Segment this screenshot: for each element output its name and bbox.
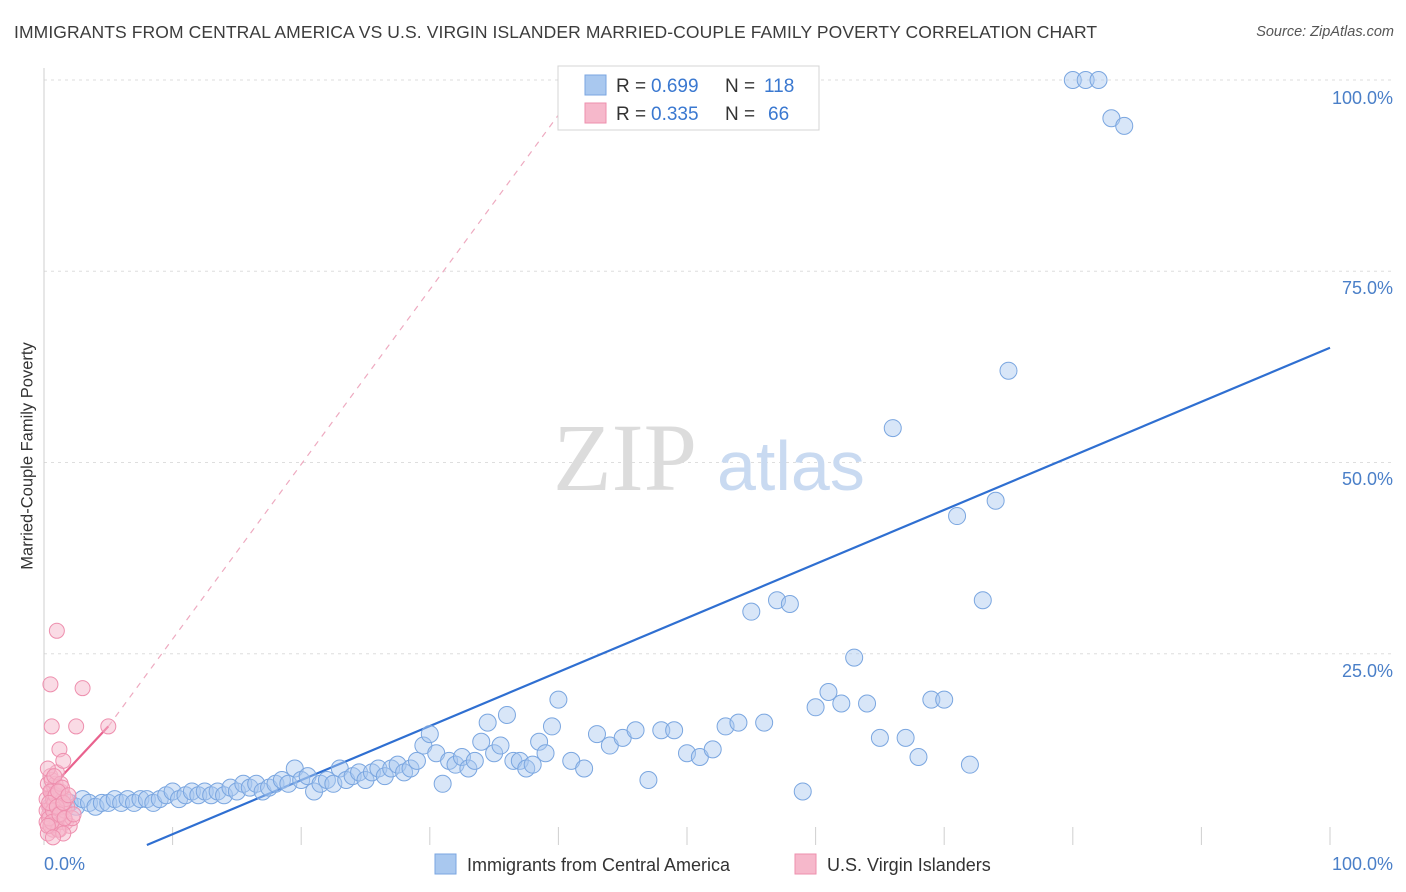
y-tick-75: 75.0% [1342,278,1393,298]
point-central-america-65 [459,759,478,778]
point-central-america-68 [478,713,497,732]
point-central-america-57 [407,751,426,770]
point-central-america-110 [948,507,967,526]
source-note: Source: ZipAtlas.com [1256,24,1394,40]
legend-r-value-blue: 0.699 [651,76,699,97]
point-central-america-71 [497,705,516,724]
point-central-america-88 [665,721,684,740]
watermark: ZIP atlas [553,404,865,511]
legend-r-label-blue: R = [616,76,646,97]
point-central-america-59 [420,725,439,744]
point-central-america-69 [485,744,504,763]
point-central-america-99 [806,698,825,717]
point-virgin-islanders-52 [42,676,59,693]
point-virgin-islanders-56 [74,680,91,697]
point-virgin-islanders-65 [65,806,82,823]
legend-n-value-pink: 66 [768,104,789,125]
x-tick-max: 100.0% [1332,854,1393,874]
point-central-america-61 [433,774,452,793]
point-central-america-101 [832,694,851,713]
point-central-america-75 [523,755,542,774]
legend-r-label-pink: R = [616,104,646,125]
watermark-zip: ZIP [553,404,697,511]
legend-swatch-pink [584,102,607,124]
legend-n-label-pink: N = [725,104,755,125]
series-legend-swatch-pink [794,853,817,875]
point-virgin-islanders-53 [48,622,65,639]
point-central-america-117 [1089,71,1108,89]
point-central-america-95 [755,713,774,732]
point-central-america-115 [1063,71,1082,89]
point-central-america-104 [870,728,889,747]
point-central-america-97 [780,595,799,614]
tick-labels: 0.0% 100.0% 25.0% 50.0% 75.0% 100.0% [44,88,1393,874]
series-legend-label-pink: U.S. Virgin Islanders [827,855,991,875]
point-central-america-100 [819,683,838,701]
series-virgin-islanders-points [38,622,117,846]
point-central-america-114 [999,361,1018,380]
point-central-america-94 [742,602,761,621]
point-central-america-81 [575,759,594,778]
point-central-america-86 [639,770,658,789]
point-central-america-93 [729,713,748,732]
x-tick-min: 0.0% [44,854,85,874]
point-central-america-79 [549,690,568,709]
point-central-america-106 [896,728,915,747]
point-central-america-108 [922,690,941,709]
point-central-america-41 [305,782,324,801]
point-central-america-113 [986,491,1005,510]
point-central-america-82 [587,725,606,744]
point-central-america-76 [530,732,549,751]
point-central-america-56 [401,759,420,778]
point-central-america-112 [973,591,992,610]
stats-legend: R = 0.699 N = 118 R = 0.335 N = 66 [557,65,820,131]
point-virgin-islanders-61 [45,829,62,846]
point-central-america-67 [472,732,491,751]
point-central-america-78 [542,717,561,736]
point-central-america-102 [845,648,864,667]
legend-n-label-blue: N = [725,76,755,97]
watermark-atlas: atlas [717,427,865,505]
point-central-america-105 [883,419,902,438]
chart-title: IMMIGRANTS FROM CENTRAL AMERICA VS U.S. … [14,22,1098,42]
point-central-america-116 [1076,71,1095,89]
point-central-america-91 [703,740,722,759]
point-central-america-109 [935,690,954,709]
point-virgin-islanders-55 [55,752,72,769]
trend-line-blue [146,346,1331,847]
point-central-america-103 [858,694,877,713]
y-tick-100: 100.0% [1332,88,1393,108]
legend-r-value-pink: 0.335 [651,104,699,125]
point-virgin-islanders-59 [100,718,117,735]
series-legend: Immigrants from Central America U.S. Vir… [434,853,991,875]
point-central-america-85 [626,721,645,740]
point-central-america-77 [536,744,555,763]
point-virgin-islanders-64 [60,787,77,804]
series-legend-label-blue: Immigrants from Central America [467,855,731,875]
y-tick-50: 50.0% [1342,469,1393,489]
point-central-america-119 [1115,116,1134,135]
legend-n-value-blue: 118 [764,76,794,97]
series-legend-swatch-blue [434,853,457,875]
point-central-america-111 [960,755,979,774]
point-central-america-49 [356,770,375,789]
point-central-america-51 [369,759,388,778]
point-central-america-52 [375,767,394,786]
point-central-america-107 [909,748,928,767]
legend-swatch-blue [584,74,607,96]
point-central-america-70 [491,736,510,755]
y-tick-25: 25.0% [1342,661,1393,681]
point-central-america-48 [350,763,369,782]
point-central-america-66 [465,751,484,770]
grid-lines [44,79,1395,845]
trend-line-pink-extended [107,79,585,727]
point-central-america-87 [652,721,671,740]
point-central-america-98 [793,782,812,801]
point-virgin-islanders-57 [43,718,60,735]
point-virgin-islanders-58 [68,718,85,735]
point-virgin-islanders-47 [46,768,63,785]
